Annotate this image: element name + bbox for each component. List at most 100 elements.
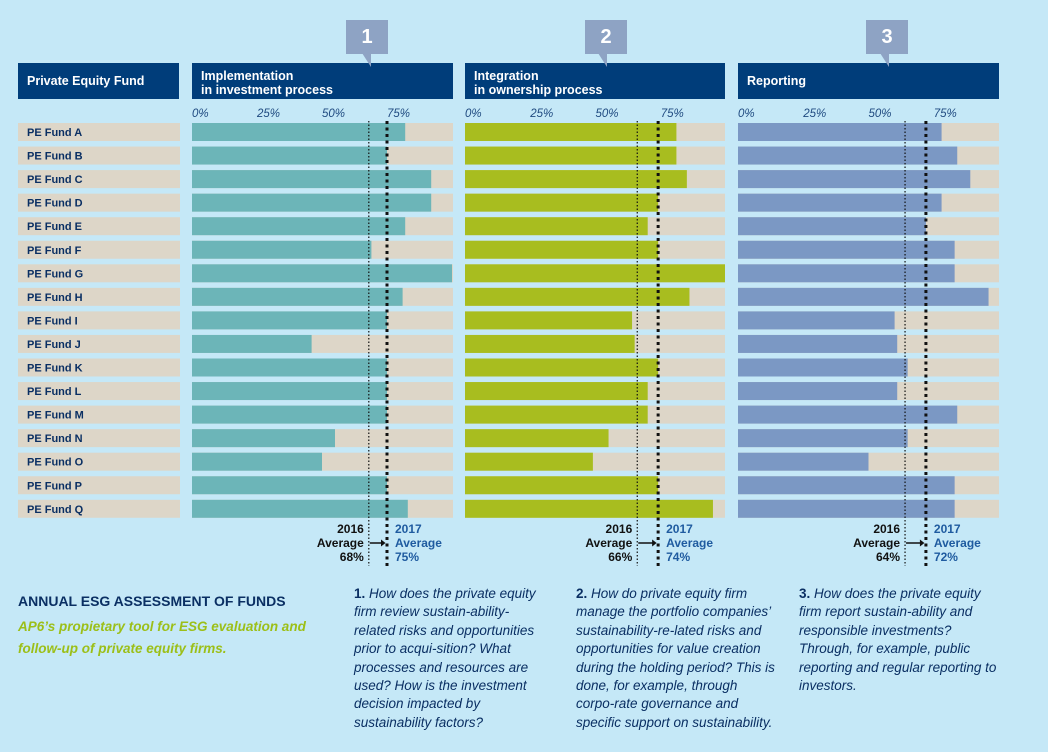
- bar: [192, 217, 406, 236]
- bar: [738, 499, 955, 518]
- panel-3-header: Reporting: [738, 63, 999, 99]
- bar: [192, 476, 387, 495]
- row-label-bg: [18, 193, 180, 212]
- bar: [738, 382, 898, 401]
- tick-label: 25%: [256, 108, 280, 120]
- row-label: PE Fund H: [27, 292, 83, 304]
- row-label: PE Fund Q: [27, 504, 84, 516]
- bar: [465, 476, 659, 495]
- row-label: PE Fund A: [27, 127, 82, 139]
- bar: [465, 240, 659, 259]
- note-1-text: How does the private equity firm review …: [354, 586, 536, 730]
- tick-label: 75%: [387, 108, 410, 120]
- avg-curr-value: 72%: [934, 550, 958, 564]
- bar: [192, 193, 432, 212]
- bar: [738, 311, 895, 330]
- bar: [465, 429, 609, 448]
- bar: [192, 499, 408, 518]
- avg-prev-value: 66%: [608, 550, 632, 564]
- note-2: 2. How do private equity firm manage the…: [576, 585, 776, 732]
- bar: [465, 382, 648, 401]
- row-label-bg: [18, 499, 180, 518]
- row-label: PE Fund L: [27, 386, 82, 398]
- panel-2-number-badge: 2: [585, 20, 627, 54]
- caption-title: ANNUAL ESG ASSESSMENT OF FUNDS: [18, 593, 286, 609]
- tick-label: 50%: [869, 108, 892, 120]
- bar: [465, 123, 677, 141]
- avg-curr-year: 2017: [934, 522, 961, 536]
- bar: [465, 452, 593, 471]
- bar: [465, 287, 690, 306]
- row-label: PE Fund G: [27, 268, 83, 280]
- bar: [738, 217, 926, 236]
- note-1: 1. How does the private equity firm revi…: [354, 585, 549, 732]
- bar: [465, 146, 677, 165]
- avg-prev-label: Average: [853, 536, 900, 550]
- bar: [192, 287, 403, 306]
- row-label: PE Fund I: [27, 315, 78, 327]
- tick-label: 75%: [661, 108, 684, 120]
- bar: [738, 334, 898, 353]
- row-label-bg: [18, 476, 180, 495]
- panel-2-badge-tail: [598, 53, 607, 67]
- tick-label: 25%: [529, 108, 553, 120]
- bar: [738, 287, 989, 306]
- row-label-bg: [18, 334, 180, 353]
- row-label: PE Fund F: [27, 245, 82, 257]
- note-3-number: 3.: [799, 586, 811, 601]
- row-label-bg: [18, 123, 180, 141]
- row-label: PE Fund B: [27, 151, 83, 163]
- bar: [738, 146, 958, 165]
- note-3: 3. How does the private equity firm repo…: [799, 585, 999, 695]
- panel-1-number-badge: 1: [346, 20, 388, 54]
- avg-curr-value: 74%: [666, 550, 690, 564]
- row-label-bg: [18, 429, 180, 448]
- avg-prev-value: 68%: [340, 550, 364, 564]
- note-3-text: How does the private equity firm report …: [799, 586, 997, 694]
- esg-bar-chart: PE Fund A PE Fund B PE Fund C PE Fund D PE F…: [18, 108, 999, 566]
- bar: [465, 311, 633, 330]
- bar: [192, 452, 322, 471]
- avg-arrow-head: [381, 539, 386, 547]
- bar: [738, 429, 908, 448]
- bar: [465, 264, 725, 283]
- panel-2-header: Integration in ownership process: [465, 63, 725, 99]
- row-label-bg: [18, 170, 180, 189]
- tick-label: 25%: [802, 108, 826, 120]
- panel-1-badge-tail: [362, 53, 371, 67]
- bar: [192, 334, 312, 353]
- row-label-bg: [18, 217, 180, 236]
- bar: [192, 146, 387, 165]
- row-label-bg: [18, 240, 180, 259]
- row-label-bg: [18, 358, 180, 377]
- tick-label: 0%: [738, 108, 755, 120]
- tick-label: 75%: [934, 108, 957, 120]
- bar: [465, 405, 648, 424]
- avg-curr-label: Average: [934, 536, 981, 550]
- panel-3-number-badge: 3: [866, 20, 908, 54]
- row-label: PE Fund N: [27, 433, 83, 445]
- row-label-bg: [18, 311, 180, 330]
- avg-prev-year: 2016: [873, 522, 900, 536]
- bar: [738, 123, 942, 141]
- bar: [192, 240, 372, 259]
- row-label: PE Fund C: [27, 174, 83, 186]
- bar: [738, 170, 971, 189]
- tick-label: 50%: [596, 108, 619, 120]
- bar: [465, 358, 659, 377]
- bar: [192, 170, 432, 189]
- row-label: PE Fund D: [27, 198, 83, 210]
- row-label: PE Fund O: [27, 457, 84, 469]
- bar: [738, 240, 955, 259]
- row-label-bg: [18, 287, 180, 306]
- note-2-number: 2.: [576, 586, 588, 601]
- bar: [738, 476, 955, 495]
- avg-prev-year: 2016: [337, 522, 364, 536]
- row-label: PE Fund P: [27, 480, 82, 492]
- bar: [192, 429, 335, 448]
- avg-arrow-head: [919, 539, 925, 547]
- note-2-text: How do private equity firm manage the po…: [576, 586, 775, 730]
- bar: [192, 382, 387, 401]
- tick-label: 50%: [322, 108, 345, 120]
- avg-curr-year: 2017: [666, 522, 693, 536]
